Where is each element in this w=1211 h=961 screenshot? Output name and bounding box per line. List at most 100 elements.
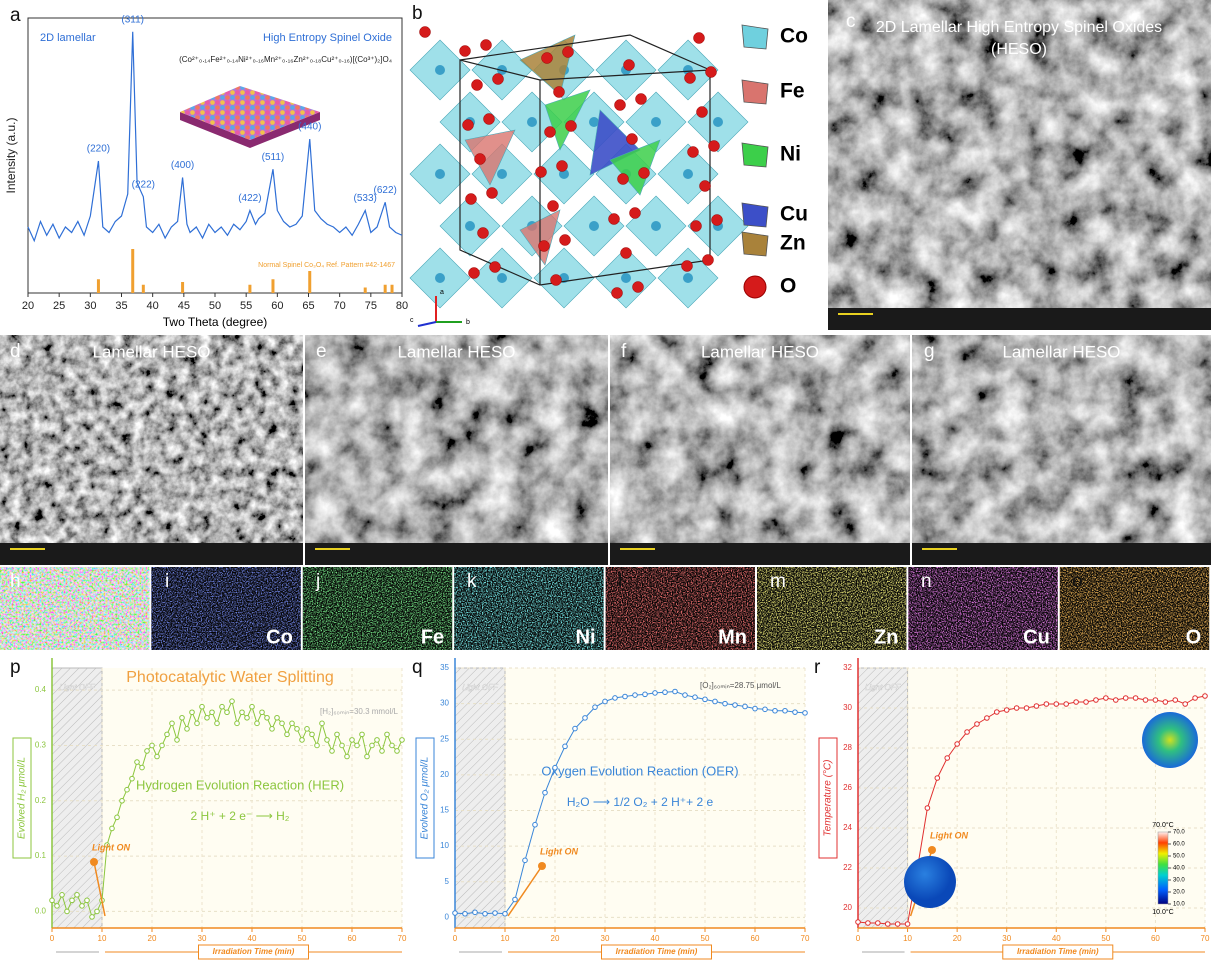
data-point — [379, 748, 385, 754]
peak-label: (622) — [373, 185, 396, 196]
element-label: Zn — [874, 626, 898, 648]
data-point — [79, 903, 85, 909]
oxygen — [699, 180, 711, 192]
oxygen — [468, 267, 480, 279]
axis-label: c — [410, 317, 414, 324]
data-point — [1202, 693, 1208, 699]
data-point — [884, 921, 891, 927]
y-tick-label: 0.4 — [35, 685, 47, 694]
data-point — [1162, 699, 1169, 705]
legend-icon — [741, 231, 769, 257]
sem-title: 2D Lamellar High Entropy Spinel Oxides — [876, 19, 1162, 36]
cation — [589, 221, 599, 231]
colorbar — [1157, 831, 1169, 905]
y-tick-label: 30 — [843, 703, 852, 712]
data-point — [1142, 697, 1149, 703]
sem-label: Lamellar HESO — [92, 342, 210, 361]
light-on-arrow — [93, 861, 106, 917]
y-tick-label: 28 — [843, 743, 852, 752]
data-point — [329, 748, 335, 754]
panel-letter: d — [10, 341, 21, 362]
chart: 20 25 30 35 40 45 50 55 60 65 70 75 80 Intensity (a.u… — [4, 14, 408, 329]
colorbar-tick-label: 30.0 — [1173, 878, 1185, 884]
data-point — [359, 731, 365, 738]
data-point — [234, 720, 240, 727]
data-point — [399, 737, 405, 743]
element-label: Mn — [718, 626, 747, 648]
x-tick-label: 70 — [398, 934, 407, 943]
data-point — [974, 721, 980, 727]
data-point — [114, 814, 120, 821]
x-tick-label: 40 — [1052, 934, 1061, 943]
data-point — [254, 720, 260, 727]
colorbar-tick-label: 10.0 — [1173, 902, 1185, 908]
map-overlay — [0, 567, 150, 650]
sem-info-bar — [305, 543, 608, 565]
x-tick-label: 50 — [298, 934, 307, 943]
peak-label: (511) — [262, 152, 285, 163]
light-off-label: Light OFF — [462, 683, 499, 692]
data-point — [269, 726, 275, 732]
oxygen — [550, 274, 562, 286]
legend-icon — [743, 275, 767, 299]
data-point — [89, 914, 95, 920]
cation — [497, 169, 507, 179]
x-tick-label: 80 — [396, 300, 408, 312]
panel-letter: j — [315, 571, 320, 592]
sem-image — [305, 335, 608, 565]
oxygen — [617, 173, 629, 185]
data-point — [1003, 707, 1010, 713]
element-label: Co — [266, 626, 293, 648]
cation — [651, 117, 661, 127]
data-point — [274, 714, 280, 721]
y-tick-label: 5 — [445, 877, 450, 886]
x-tick-label: 20 — [148, 934, 157, 943]
y-label-box — [818, 737, 838, 859]
colorbar-tick-label: 50.0 — [1173, 854, 1185, 860]
data-point — [204, 714, 210, 721]
panel-letter: n — [921, 571, 932, 592]
data-point — [59, 892, 65, 898]
oxygen — [629, 207, 641, 219]
reference-bar — [271, 279, 275, 293]
data-point — [662, 689, 668, 696]
reference-bar — [96, 279, 100, 293]
data-point — [692, 694, 698, 701]
legend-icon — [741, 142, 769, 168]
data-point — [762, 706, 768, 713]
x-tick-label: 10 — [98, 934, 107, 943]
data-point — [354, 742, 360, 749]
data-point — [782, 707, 788, 714]
oxygen — [608, 213, 620, 225]
x-tick-label: 75 — [365, 300, 377, 312]
x-tick-label: 55 — [240, 300, 252, 312]
colorbar-max: 70.0°C — [1152, 821, 1173, 829]
data-point — [542, 789, 548, 796]
panel-letter: i — [165, 571, 169, 592]
y-axis-label: Intensity (a.u.) — [4, 117, 18, 193]
data-point — [752, 705, 758, 712]
sem-info-bar — [0, 543, 303, 565]
data-point — [1083, 699, 1089, 705]
element-map — [908, 567, 1058, 650]
y-tick-label: 0.3 — [35, 741, 47, 750]
reference-bar — [181, 282, 185, 293]
data-point — [139, 764, 145, 771]
plot-frame — [27, 17, 403, 294]
data-point — [314, 742, 320, 749]
light-off-region — [51, 667, 103, 929]
reference-bar — [363, 287, 367, 293]
y-tick-label: 10 — [440, 841, 449, 850]
crystal-structure — [409, 26, 749, 327]
data-point — [712, 698, 718, 705]
data-point — [299, 737, 305, 743]
cation — [683, 169, 693, 179]
x-tick-label: 50 — [1101, 934, 1110, 943]
data-point — [1073, 699, 1079, 705]
legend-label: Zn — [780, 232, 806, 255]
data-point — [69, 897, 75, 904]
data-point — [194, 720, 200, 727]
cation — [435, 169, 445, 179]
element-label: O — [1186, 626, 1202, 648]
x-tick-label: 0 — [50, 934, 55, 943]
